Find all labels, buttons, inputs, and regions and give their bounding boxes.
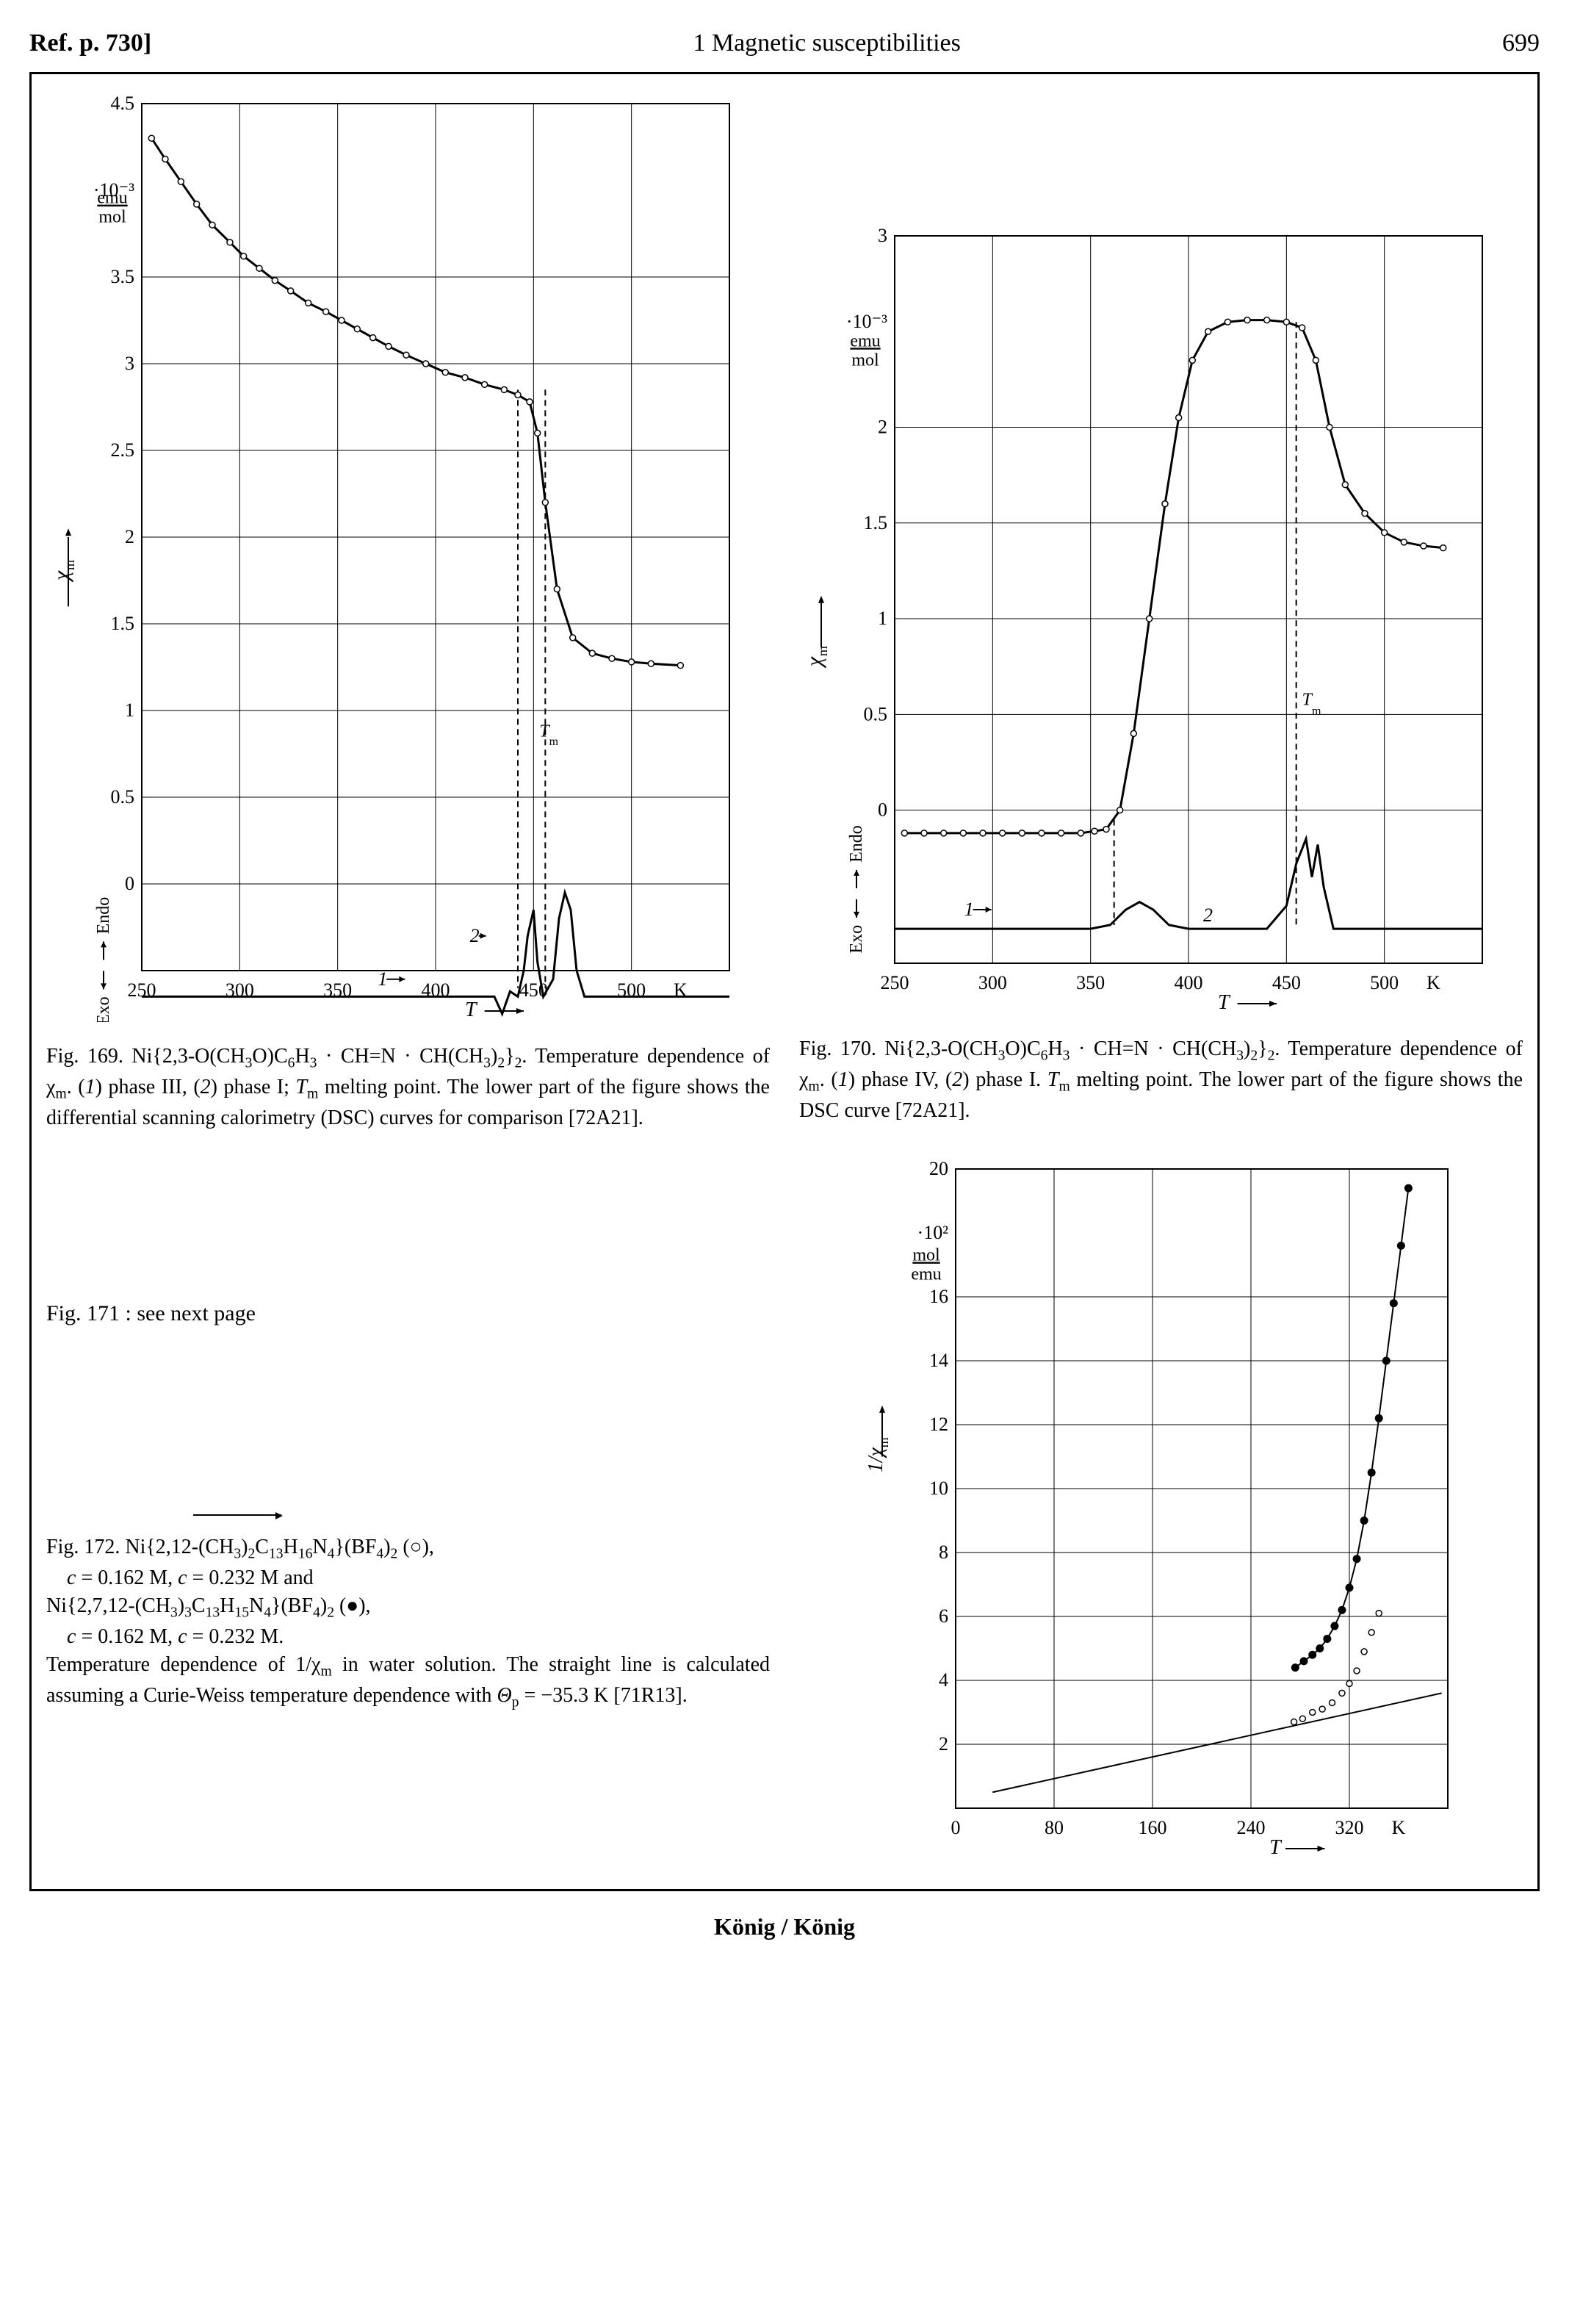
svg-text:χ: χ (49, 570, 73, 583)
svg-text:12: 12 (929, 1414, 948, 1435)
svg-text:1: 1 (378, 968, 387, 990)
svg-text:20: 20 (929, 1158, 948, 1179)
svg-text:160: 160 (1138, 1817, 1166, 1838)
fig169-chart: 250300350400450500K00.511.522.533.54.5·1… (46, 89, 770, 1028)
fig169-caption: Fig. 169. Ni{2,3-O(CH3O)C6H3 · CH=N · CH… (46, 1043, 770, 1132)
svg-text:Endo: Endo (847, 825, 866, 863)
svg-text:8: 8 (939, 1541, 948, 1563)
svg-text:Endo: Endo (94, 897, 113, 935)
svg-text:3: 3 (878, 225, 887, 246)
svg-text:1: 1 (125, 699, 134, 721)
svg-text:0: 0 (951, 1817, 960, 1838)
svg-text:4: 4 (939, 1669, 948, 1691)
svg-text:3: 3 (125, 353, 134, 374)
svg-text:2.5: 2.5 (111, 439, 135, 461)
svg-text:1: 1 (964, 899, 974, 920)
svg-text:450: 450 (1272, 972, 1301, 993)
svg-text:·10⁻³: ·10⁻³ (846, 311, 887, 332)
svg-text:2: 2 (470, 925, 480, 946)
svg-text:mol: mol (912, 1245, 940, 1264)
header-title: 1 Magnetic susceptibilities (693, 29, 961, 57)
svg-text:500: 500 (1370, 972, 1399, 993)
content-frame: 250300350400450500K00.511.522.533.54.5·1… (29, 72, 1540, 1891)
svg-text:emu: emu (97, 189, 127, 208)
svg-text:mol: mol (851, 350, 879, 370)
svg-text:0.5: 0.5 (111, 786, 135, 807)
svg-text:T: T (465, 999, 478, 1021)
svg-text:·10²: ·10² (917, 1222, 948, 1243)
svg-text:4.5: 4.5 (111, 93, 135, 114)
svg-text:0: 0 (878, 799, 887, 821)
svg-text:0.5: 0.5 (864, 703, 888, 724)
svg-text:emu: emu (911, 1264, 941, 1284)
svg-text:2: 2 (1203, 904, 1213, 926)
svg-text:16: 16 (929, 1286, 948, 1307)
svg-text:240: 240 (1236, 1817, 1265, 1838)
svg-text:χ: χ (802, 656, 826, 669)
svg-text:1: 1 (878, 608, 887, 629)
fig172-caption: Fig. 172. Ni{2,12-(CH3)2C13H16N4}(BF4)2 … (46, 1533, 770, 1713)
svg-text:3.5: 3.5 (111, 266, 135, 287)
svg-text:m: m (549, 735, 559, 748)
svg-text:Exo: Exo (94, 996, 113, 1022)
svg-text:m: m (815, 646, 830, 656)
svg-text:400: 400 (1175, 972, 1203, 993)
svg-text:K: K (1426, 972, 1440, 993)
svg-text:14: 14 (929, 1350, 948, 1371)
svg-text:Exo: Exo (847, 925, 866, 954)
fig171-note: Fig. 171 : see next page (46, 1301, 770, 1326)
svg-text:6: 6 (939, 1605, 948, 1627)
svg-text:mol: mol (98, 208, 126, 227)
svg-text:320: 320 (1335, 1817, 1363, 1838)
svg-text:1.5: 1.5 (111, 613, 135, 634)
svg-text:2: 2 (125, 526, 134, 547)
svg-text:emu: emu (850, 331, 880, 350)
svg-text:2: 2 (878, 417, 887, 438)
svg-text:0: 0 (125, 873, 134, 894)
svg-text:K: K (1391, 1817, 1405, 1838)
svg-text:300: 300 (978, 972, 1007, 993)
svg-text:10: 10 (929, 1478, 948, 1499)
svg-text:m: m (62, 560, 77, 570)
fig172-chart: 0 80 160 240 320 K 2 4 6 8 10 12 14 16 20 ·10² molemu 1/χ… (799, 1154, 1523, 1860)
svg-text:80: 80 (1045, 1817, 1064, 1838)
svg-text:T: T (1218, 991, 1231, 1014)
svg-text:m: m (1312, 705, 1321, 717)
page-footer: König / König (29, 1913, 1540, 1940)
page-header: Ref. p. 730] 1 Magnetic susceptibilities… (29, 29, 1540, 57)
svg-text:350: 350 (1076, 972, 1105, 993)
header-ref: Ref. p. 730] (29, 29, 151, 57)
svg-text:m: m (876, 1437, 891, 1447)
fig170-caption: Fig. 170. Ni{2,3-O(CH3O)C6H3 · CH=N · CH… (799, 1035, 1523, 1125)
fig170-chart: 250 300 350 400 450 500 K 0 0.5 1 1.5 2 3 ·10⁻³emumol… (799, 221, 1523, 1021)
svg-text:T: T (1269, 1836, 1283, 1859)
caption-arrow-icon (193, 1514, 281, 1516)
svg-text:2: 2 (939, 1733, 948, 1755)
svg-text:250: 250 (881, 972, 909, 993)
svg-text:1.5: 1.5 (864, 512, 888, 533)
svg-text:1/χ: 1/χ (865, 1447, 887, 1472)
header-page-number: 699 (1502, 29, 1540, 57)
